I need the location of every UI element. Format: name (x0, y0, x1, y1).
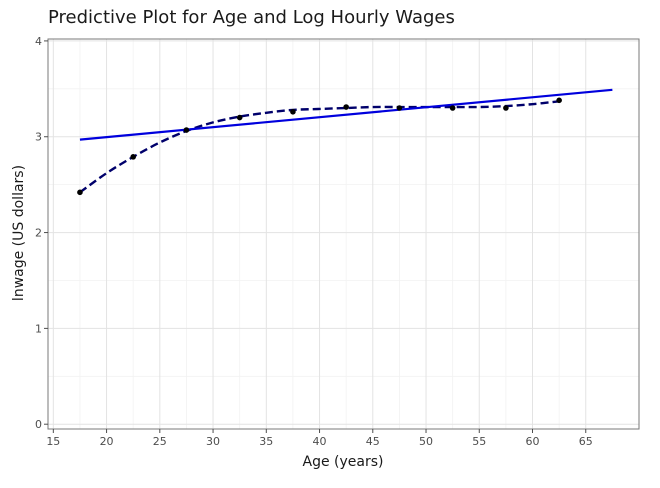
panel-border (47, 38, 640, 430)
data-point (449, 105, 456, 111)
x-tick-label: 60 (526, 435, 540, 448)
x-tick-label: 65 (579, 435, 593, 448)
grid-major (48, 39, 639, 429)
data-point (130, 154, 136, 160)
x-axis-ticks: 15 20 25 30 35 40 45 50 55 60 65 (46, 429, 593, 448)
data-point (343, 104, 349, 110)
data-point (396, 105, 403, 111)
data-point (183, 127, 190, 133)
x-tick-label: 40 (313, 435, 327, 448)
y-tick-label: 4 (35, 35, 42, 48)
y-tick-label: 0 (35, 418, 42, 431)
x-tick-label: 35 (259, 435, 273, 448)
smoothed-series-line (79, 100, 560, 194)
linear-fit-line (79, 88, 613, 141)
x-tick-label: 45 (366, 435, 380, 448)
data-point (556, 97, 562, 104)
x-tick-label: 25 (153, 435, 167, 448)
y-tick-label: 2 (35, 227, 42, 240)
y-axis-ticks: 0 1 2 3 4 (35, 35, 48, 431)
x-tick-label: 50 (419, 435, 433, 448)
series-lines (79, 88, 613, 194)
x-axis-label: Age (years) (303, 454, 384, 470)
y-tick-label: 1 (35, 322, 42, 335)
x-tick-label: 55 (472, 435, 486, 448)
data-point (236, 114, 243, 121)
x-tick-label: 15 (46, 435, 60, 448)
y-tick-label: 3 (35, 131, 42, 144)
x-tick-label: 20 (100, 435, 114, 448)
y-axis-label: lnwage (US dollars) (11, 165, 27, 301)
data-point (77, 189, 83, 196)
data-point (290, 109, 296, 115)
x-tick-label: 30 (206, 435, 220, 448)
data-point (503, 105, 509, 111)
grid-minor (48, 39, 639, 429)
series-points (77, 97, 562, 196)
chart-title: Predictive Plot for Age and Log Hourly W… (48, 7, 455, 28)
